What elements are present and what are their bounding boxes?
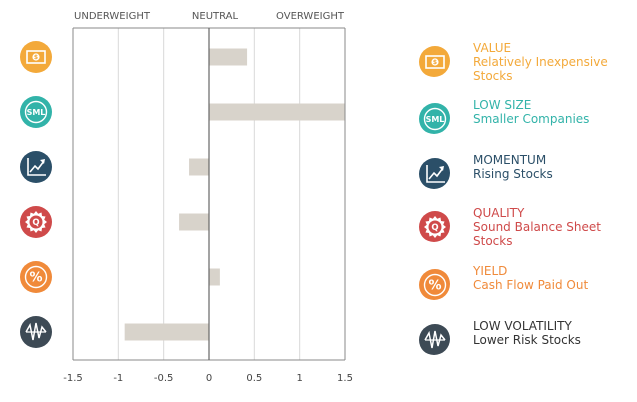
tick-labels: -1.5 -1 -0.5 0 0.5 1 1.5 [63,373,353,384]
legend-text: LOW SIZE Smaller Companies [473,98,589,126]
legend-description: Sound Balance Sheet [473,220,601,234]
zone-label-neutral: NEUTRAL [192,11,239,22]
legend-title: LOW VOLATILITY [473,319,572,333]
zone-label-underweight: UNDERWEIGHT [74,11,151,22]
quality-seal-icon: Q [419,211,450,242]
zone-label-overweight: OVERWEIGHT [276,11,345,22]
svg-text:$: $ [34,54,38,61]
row-quality-seal-icon: Q [20,206,52,238]
factor-bar-chart: UNDERWEIGHT NEUTRAL OVERWEIGHT -1.5 -1 -0.5 0… [20,11,353,384]
legend-title: VALUE [473,41,512,55]
legend-description: Relatively Inexpensive [473,55,608,69]
bar-momentum [189,158,209,176]
svg-text:SML: SML [426,115,445,124]
legend-description: Stocks [473,69,513,83]
legend-title: MOMENTUM [473,153,547,167]
svg-text:Q: Q [431,223,438,233]
x-tick-label: -0.5 [154,373,174,384]
legend-item-yield: % YIELD Cash Flow Paid Out [418,264,637,304]
bar-value [209,48,248,66]
legend-item-quality: Q QUALITY Sound Balance Sheet Stocks [418,206,637,248]
bar-low-size [209,103,345,121]
row-rising-chart-icon [20,151,52,183]
x-tick-label: -1 [113,373,123,384]
bar-yield [209,268,220,286]
volatility-wave-icon [419,324,450,355]
x-tick-label: 1 [296,373,302,384]
legend-title: YIELD [473,264,508,278]
zone-labels: UNDERWEIGHT NEUTRAL OVERWEIGHT [74,11,345,22]
svg-text:SML: SML [27,108,46,117]
bar-quality [179,213,209,231]
legend: $ VALUE Relatively Inexpensive Stocks SML LOW… [418,0,637,402]
legend-item-low-volatility: LOW VOLATILITY Lower Risk Stocks [418,319,637,359]
rising-chart-icon [419,158,450,189]
svg-text:$: $ [433,59,437,66]
legend-title: QUALITY [473,206,525,220]
sml-icon: SML [419,103,450,134]
percent-icon: % [419,269,450,300]
legend-text: QUALITY Sound Balance Sheet Stocks [473,206,601,248]
row-sml-icon: SML [20,96,52,128]
legend-description: Rising Stocks [473,167,553,181]
svg-text:Q: Q [32,218,39,228]
grid-lines [117,28,301,360]
x-tick-label: -1.5 [63,373,83,384]
legend-text: VALUE Relatively Inexpensive Stocks [473,41,608,83]
dollar-bill-icon: $ [419,46,450,77]
legend-description: Lower Risk Stocks [473,333,581,347]
bar-low-volatility [124,323,209,341]
legend-item-momentum: MOMENTUM Rising Stocks [418,153,637,193]
x-tick-label: 1.5 [337,373,353,384]
legend-item-low-size: SML LOW SIZE Smaller Companies [418,98,637,138]
row-dollar-bill-icon: $ [20,41,52,73]
legend-text: LOW VOLATILITY Lower Risk Stocks [473,319,581,347]
legend-text: YIELD Cash Flow Paid Out [473,264,588,292]
legend-description: Stocks [473,234,513,248]
row-volatility-wave-icon [20,316,52,348]
svg-text:%: % [29,271,42,286]
row-icons: $ SML Q% [20,41,52,348]
legend-description: Cash Flow Paid Out [473,278,589,292]
legend-description: Smaller Companies [473,112,590,126]
row-percent-icon: % [20,261,52,293]
legend-item-value: $ VALUE Relatively Inexpensive Stocks [418,41,637,83]
x-tick-label: 0.5 [246,373,262,384]
bars [124,48,345,341]
legend-text: MOMENTUM Rising Stocks [473,153,553,181]
x-tick-label: 0 [206,373,212,384]
svg-text:%: % [428,279,441,294]
axes [72,27,346,361]
legend-title: LOW SIZE [473,98,532,112]
